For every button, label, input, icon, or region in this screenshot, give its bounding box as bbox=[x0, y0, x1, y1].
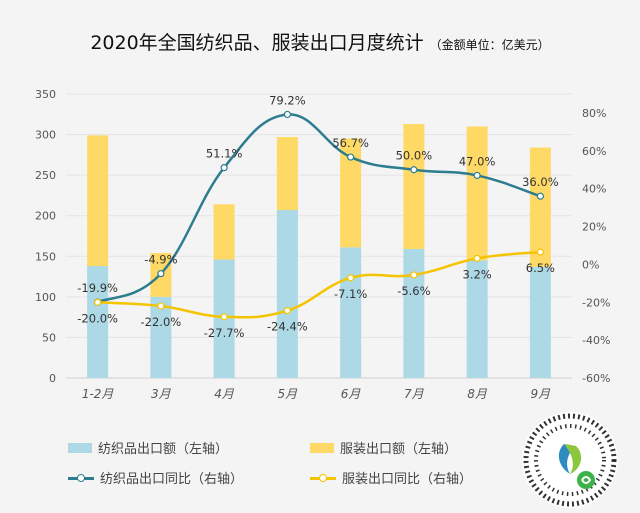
right-axis-tick-label: -60% bbox=[582, 372, 610, 385]
right-axis-tick-label: 80% bbox=[582, 107, 606, 120]
garment-yoy-point bbox=[347, 274, 355, 282]
legend-label: 纺织品出口额（左轴） bbox=[98, 442, 229, 457]
garment-yoy-data-label: -20.0% bbox=[77, 311, 118, 325]
garment-export-bar bbox=[529, 147, 551, 267]
right-axis-tick-label: 0% bbox=[582, 258, 599, 271]
garment-yoy-data-label: 3.2% bbox=[463, 267, 492, 281]
x-axis-tick-label: 1-2月 bbox=[82, 387, 115, 401]
x-axis-tick-label: 9月 bbox=[531, 387, 552, 401]
textile-export-bar bbox=[403, 248, 425, 378]
textile-yoy-data-label: -4.9% bbox=[144, 253, 177, 267]
textile-yoy-point bbox=[220, 164, 228, 172]
x-axis-tick-label: 6月 bbox=[341, 387, 362, 401]
garment-yoy-point bbox=[410, 271, 418, 279]
textile-export-bar bbox=[340, 247, 362, 378]
legend-item: 服装出口额（左轴） bbox=[310, 438, 457, 457]
textile-yoy-line bbox=[97, 113, 541, 304]
garment-yoy-data-label: -24.4% bbox=[267, 320, 308, 334]
chart-title: 2020年全国纺织品、服装出口月度统计 （金额单位：亿美元） bbox=[0, 28, 640, 55]
x-axis-tick-label: 4月 bbox=[214, 387, 235, 401]
x-axis-tick-label: 8月 bbox=[467, 387, 488, 401]
garment-yoy-line bbox=[97, 250, 541, 319]
garment-yoy-data-label: 6.5% bbox=[526, 261, 555, 275]
right-axis-tick-label: -40% bbox=[582, 334, 610, 347]
legend-swatch bbox=[310, 473, 336, 483]
left-axis-tick-label: 100 bbox=[35, 291, 56, 304]
garment-export-bar bbox=[213, 204, 235, 260]
right-axis-tick-label: 40% bbox=[582, 183, 606, 196]
right-axis-tick-label: -20% bbox=[582, 296, 610, 309]
textile-export-bar bbox=[150, 296, 172, 378]
left-axis-tick-label: 250 bbox=[35, 169, 56, 182]
legend-swatch bbox=[68, 442, 92, 453]
textile-yoy-data-label: 47.0% bbox=[459, 154, 496, 168]
legend-item: 纺织品出口额（左轴） bbox=[68, 438, 228, 457]
left-axis-tick-label: 200 bbox=[35, 210, 56, 223]
textile-yoy-point bbox=[536, 192, 544, 200]
textile-yoy-point bbox=[410, 166, 418, 174]
garment-export-bar bbox=[403, 124, 425, 249]
textile-yoy-point bbox=[283, 110, 291, 119]
left-axis-tick-label: 350 bbox=[35, 88, 56, 101]
textile-yoy-data-label: 51.1% bbox=[206, 147, 243, 161]
garment-yoy-data-label: -5.6% bbox=[397, 284, 430, 298]
left-axis-tick-label: 150 bbox=[35, 250, 56, 263]
legend-swatch bbox=[310, 442, 334, 453]
textile-export-bar bbox=[529, 266, 551, 378]
mini-program-qr-code-icon bbox=[522, 412, 618, 508]
textile-yoy-data-label: 79.2% bbox=[269, 93, 306, 107]
textile-yoy-point bbox=[473, 171, 481, 180]
textile-yoy-data-label: 56.7% bbox=[332, 136, 369, 150]
x-axis-tick-label: 3月 bbox=[151, 387, 172, 401]
legend-label: 纺织品出口同比（右轴） bbox=[100, 472, 244, 487]
legend-swatch bbox=[68, 473, 94, 483]
chart-title-text: 2020年全国纺织品、服装出口月度统计 bbox=[90, 32, 424, 54]
garment-yoy-point bbox=[536, 248, 544, 256]
left-axis-tick-label: 50 bbox=[42, 331, 56, 344]
legend-item: 纺织品出口同比（右轴） bbox=[68, 468, 243, 487]
chart-unit-label: （金额单位：亿美元） bbox=[429, 38, 550, 52]
x-axis-tick-label: 7月 bbox=[404, 387, 425, 401]
garment-yoy-point bbox=[473, 254, 481, 262]
legend-label: 服装出口同比（右轴） bbox=[342, 472, 473, 487]
right-axis-tick-label: 20% bbox=[582, 221, 606, 234]
textile-export-bar bbox=[466, 260, 488, 378]
garment-yoy-point bbox=[283, 306, 291, 315]
left-axis-tick-label: 300 bbox=[35, 129, 56, 142]
textile-yoy-data-label: 36.0% bbox=[522, 175, 559, 189]
garment-yoy-data-label: -27.7% bbox=[204, 326, 245, 340]
garment-export-bar bbox=[466, 126, 488, 261]
garment-yoy-point bbox=[220, 313, 228, 321]
textile-yoy-point bbox=[157, 270, 165, 278]
garment-yoy-data-label: -7.1% bbox=[334, 287, 367, 301]
garment-yoy-data-label: -22.0% bbox=[141, 315, 182, 329]
garment-yoy-point bbox=[94, 298, 102, 306]
legend-item: 服装出口同比（右轴） bbox=[310, 468, 472, 487]
left-axis-tick-label: 0 bbox=[49, 372, 56, 385]
textile-yoy-data-label: -19.9% bbox=[77, 281, 118, 295]
textile-export-bar bbox=[276, 210, 298, 378]
garment-export-bar bbox=[276, 137, 298, 211]
textile-export-bar bbox=[87, 266, 109, 378]
textile-yoy-point bbox=[347, 153, 355, 161]
legend-label: 服装出口额（左轴） bbox=[340, 442, 458, 457]
textile-yoy-data-label: 50.0% bbox=[396, 149, 433, 163]
garment-yoy-point bbox=[157, 302, 165, 310]
x-axis-tick-label: 5月 bbox=[278, 387, 299, 401]
garment-export-bar bbox=[87, 135, 109, 267]
garment-export-bar bbox=[340, 138, 362, 248]
right-axis-tick-label: 60% bbox=[582, 145, 606, 158]
